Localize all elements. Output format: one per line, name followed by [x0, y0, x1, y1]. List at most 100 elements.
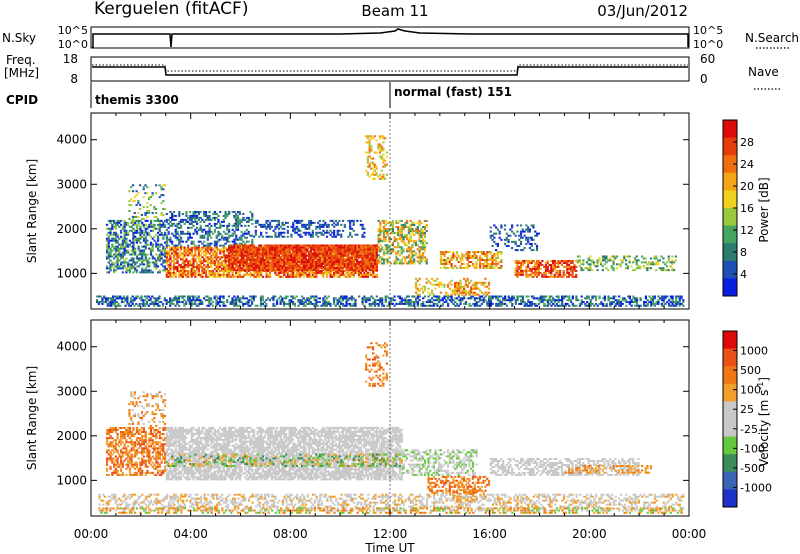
power-cell	[215, 248, 218, 251]
power-cell	[240, 250, 243, 253]
power-cell	[113, 295, 117, 298]
power-cell	[320, 248, 323, 251]
power-cell	[301, 256, 304, 259]
power-cell	[123, 251, 126, 254]
power-cell	[106, 302, 109, 305]
power-cell	[210, 264, 213, 267]
power-cell	[333, 233, 336, 236]
power-cell	[356, 250, 359, 253]
power-cell	[425, 226, 428, 229]
power-cell	[395, 256, 398, 259]
power-cell	[176, 301, 179, 304]
freq-nave-panel: Freq. [MHz] 18 8 60 0 Nave	[4, 52, 782, 90]
power-cell	[662, 269, 665, 272]
power-cell	[391, 248, 394, 251]
power-cell	[114, 261, 117, 264]
power-cell	[402, 226, 405, 229]
power-cell	[325, 269, 329, 272]
power-cell	[192, 216, 195, 219]
power-cell	[371, 177, 375, 180]
power-cell	[242, 234, 245, 237]
power-cell	[309, 265, 313, 268]
power-cell	[226, 214, 229, 217]
power-cell	[301, 246, 304, 249]
power-cell	[181, 301, 184, 304]
power-cell	[366, 157, 370, 160]
power-cell	[114, 247, 117, 250]
power-cell	[557, 273, 560, 276]
power-cell	[240, 244, 243, 247]
power-cell	[276, 223, 279, 226]
power-cell	[338, 248, 341, 251]
power-cell	[496, 251, 499, 254]
power-cell	[219, 262, 222, 265]
power-cell	[238, 269, 241, 272]
power-cell	[139, 251, 142, 254]
power-cell	[382, 147, 385, 150]
power-cell	[121, 241, 124, 244]
power-cell	[400, 252, 403, 255]
power-cell	[107, 243, 110, 246]
power-cell	[557, 263, 560, 266]
power-cell	[567, 273, 571, 276]
sky-search-line	[92, 28, 689, 48]
power-cell	[174, 299, 177, 302]
power-cell	[318, 244, 322, 247]
power-cell	[539, 261, 542, 264]
power-cell	[249, 218, 252, 221]
power-cell	[610, 265, 613, 268]
power-cell	[386, 258, 389, 261]
power-cell	[146, 227, 149, 230]
power-cell	[308, 269, 311, 272]
power-cell	[254, 248, 257, 251]
power-cell	[249, 244, 252, 247]
power-cell	[120, 263, 123, 266]
power-cell	[127, 245, 130, 248]
power-cell	[140, 299, 143, 302]
power-cell	[304, 260, 307, 263]
power-cell	[219, 226, 222, 229]
power-cell	[322, 254, 325, 257]
power-cell	[381, 246, 384, 249]
power-cell	[302, 248, 305, 251]
power-cell	[238, 258, 241, 261]
power-cell	[116, 265, 119, 268]
power-cell	[333, 231, 336, 234]
power-cell	[361, 225, 364, 228]
power-cell	[373, 151, 376, 154]
power-cell	[283, 246, 286, 249]
power-cell	[188, 226, 192, 229]
power-cell	[309, 275, 313, 278]
power-cell	[322, 252, 325, 255]
power-cell	[277, 246, 281, 249]
power-cell	[118, 225, 121, 228]
power-cell	[217, 232, 220, 235]
power-cell	[172, 264, 176, 267]
power-cell	[176, 236, 179, 239]
power-cell	[132, 243, 135, 246]
power-cell	[260, 233, 263, 236]
power-cell	[219, 264, 222, 267]
power-cell	[279, 271, 282, 274]
power-cell	[519, 230, 523, 233]
power-cell	[365, 265, 368, 268]
power-cell	[329, 275, 332, 278]
power-cell	[105, 255, 109, 258]
power-cell	[357, 269, 361, 272]
power-cell	[201, 228, 204, 231]
power-cell	[475, 266, 478, 269]
power-cell	[217, 214, 220, 217]
power-cell	[174, 297, 177, 300]
power-cell	[174, 262, 177, 265]
power-cell	[363, 262, 366, 265]
power-cell	[503, 238, 507, 241]
power-cell	[111, 255, 114, 258]
power-cell	[124, 297, 127, 300]
power-cell	[116, 249, 119, 252]
power-cell	[281, 254, 284, 257]
power-cell	[172, 256, 176, 259]
power-cell	[256, 262, 259, 265]
power-cell	[112, 302, 115, 305]
power-cell	[361, 248, 364, 251]
power-cell	[235, 254, 238, 257]
